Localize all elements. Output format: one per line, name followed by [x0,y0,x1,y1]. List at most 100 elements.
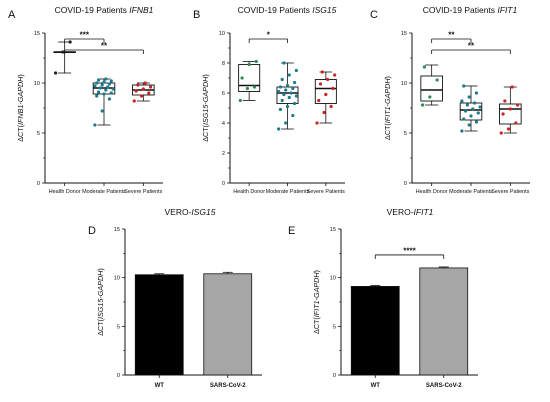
data-point [147,91,151,95]
x-category-label: Moderate Patients [266,189,310,195]
data-point [285,104,290,109]
data-point [277,89,281,94]
data-point [102,80,106,84]
data-point [141,87,145,91]
y-tick-label: 0 [37,181,40,187]
data-point [422,65,426,69]
data-point [134,89,138,93]
data-point [318,82,323,86]
data-point [428,95,432,99]
data-point [510,85,514,89]
data-point [291,86,295,91]
panel-c: C COVID-19 Patients IFIT1 ΔCT(IFIT1-GAPDH)… [370,5,530,195]
significance-bracket: **** [374,246,445,259]
y-tick-label: 0 [404,181,407,187]
data-point [333,73,337,77]
data-point [514,121,518,125]
data-point [238,98,242,103]
data-point [420,103,425,107]
y-axis-label: ΔCT(IFNB1-GAPDH) [16,74,25,142]
data-point [499,131,503,135]
data-point [95,81,99,85]
data-point [102,92,106,96]
data-point [331,86,335,91]
data-point [277,127,281,131]
data-point [516,103,520,107]
box-series [92,77,116,127]
data-point [254,59,258,64]
x-category-label: Health Donor [49,189,81,195]
box-series [459,84,483,133]
significance-bracket: ** [431,31,472,43]
data-point [111,87,115,91]
data-point [501,112,505,116]
y-tick-label: 2 [222,151,225,157]
y-axis-label: ΔCT(IFIT1-GAPDH) [312,270,321,334]
box-series [238,59,261,103]
x-category-label: Health Donor [233,189,265,195]
data-point [291,113,295,118]
panel-letter: B [193,9,200,21]
data-point [476,111,480,115]
y-axis-label: ΔCT(ISG15-GAPDH) [96,268,105,336]
data-point [96,78,101,82]
data-point [93,123,97,127]
significance-bracket: ** [431,42,511,54]
x-category-label: WT [371,383,381,389]
data-point [143,81,147,85]
data-point [100,109,104,113]
data-point [462,84,466,88]
data-point [109,91,113,95]
y-tick-label: 10 [34,81,40,87]
data-point [98,86,102,90]
box-series [53,40,76,75]
data-point [61,50,65,54]
y-axis-label: ΔCT(ISG15-GAPDH) [201,74,210,142]
data-point [96,90,101,94]
data-point [287,73,291,77]
data-point [460,129,464,133]
data-point [136,83,140,87]
data-point [107,82,112,86]
y-tick-label: 6 [222,91,225,97]
y-tick-label: 4 [222,121,225,127]
data-point [506,127,511,131]
box [459,102,483,121]
data-point [329,104,333,109]
significance-bracket: * [248,31,288,43]
box-series [499,85,522,135]
y-tick-label: 0 [222,181,225,187]
box-series [132,81,155,103]
data-point [508,107,512,111]
x-category-label: Moderate Patients [82,189,126,195]
data-point [278,107,283,112]
data-point [317,98,321,103]
data-point [107,97,112,101]
significance-label: ** [101,42,108,51]
data-point [322,110,326,115]
y-tick-label: 10 [401,81,407,87]
box [420,75,443,102]
data-point [467,95,471,99]
data-point [95,94,99,98]
data-point [240,76,244,80]
panel-letter: E [288,225,295,237]
data-point [109,79,113,83]
data-point [324,92,328,97]
data-point [469,114,473,118]
data-point [104,88,108,92]
data-point [465,103,469,107]
bar [203,273,253,376]
data-point [285,83,290,88]
y-tick-label: 15 [114,227,120,233]
data-point [149,85,153,89]
significance-bracket: ** [64,42,144,54]
x-category-label: Moderate Patients [449,189,493,195]
data-point [471,107,475,111]
significance-label: ** [468,42,475,51]
y-tick-label: 10 [219,31,225,37]
panel-title: VERO-ISG15 [164,207,215,217]
data-point [93,84,97,88]
data-point [478,105,482,109]
